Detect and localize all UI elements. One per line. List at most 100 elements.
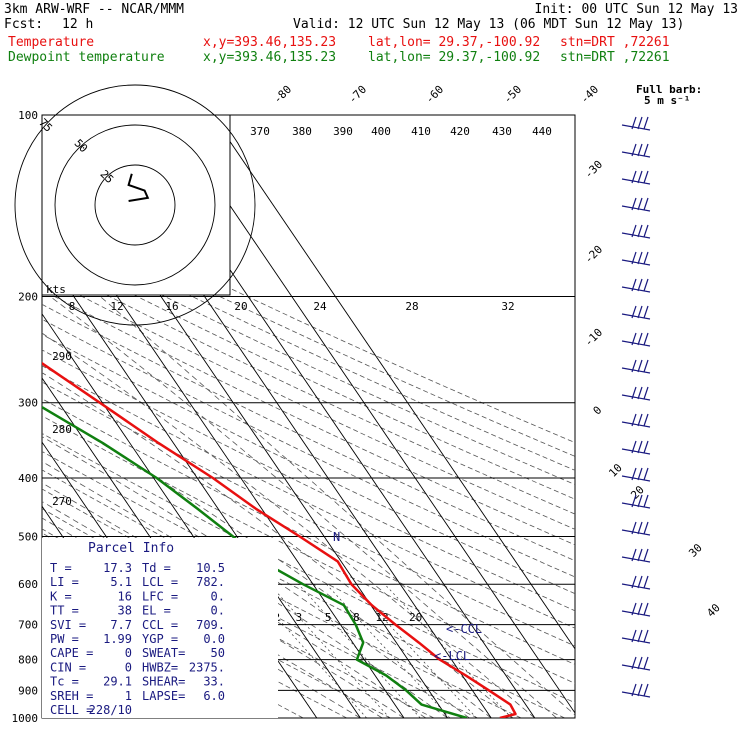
moist-adiabat [42, 532, 361, 718]
parcel-key: SWEAT= [142, 646, 185, 660]
potential-temperature-label: 280 [52, 423, 72, 436]
wind-barb-feather [637, 440, 643, 454]
wind-barbs [621, 116, 651, 698]
dry-adiabat [42, 247, 575, 500]
temperature-legend: Temperature [8, 35, 95, 50]
hodograph-speed-labels: 8 12 16 20 24 28 32 [69, 300, 515, 313]
parcel-value: 1 [125, 689, 132, 703]
dry-adiabat [42, 275, 575, 530]
wind-barb [621, 691, 651, 698]
parcel-value: 782. [196, 575, 225, 589]
wind-barb-feather [637, 656, 643, 670]
theta-e-label: 380 [292, 125, 312, 138]
isotherm-label: -60 [423, 83, 446, 106]
parcel-key: CAPE = [50, 646, 93, 660]
pressure-labels: 100 200 300 400 500 600 700 800 900 1000 [12, 109, 39, 725]
parcel-value: 16 [118, 589, 132, 603]
dry-adiabat [42, 381, 575, 647]
dewpoint-latlon: lat,lon= 29.37,-100.92 [368, 50, 541, 65]
wind-barb-feather [631, 629, 637, 643]
isotherm-label: 40 [704, 601, 723, 620]
dry-adiabat [42, 195, 575, 444]
isotherm-label: -50 [501, 83, 524, 106]
parcel-info-title: Parcel Info [88, 541, 174, 556]
dry-adiabat [42, 488, 478, 718]
isotherm [42, 248, 361, 718]
wind-barb-feather [637, 467, 643, 481]
init-time: Init: 00 UTC Sun 12 May 13 [534, 2, 739, 17]
parcel-value: 10.5 [196, 561, 225, 575]
mixing-ratio-label: 5 [325, 611, 332, 624]
wind-barb-feather [637, 575, 643, 589]
mixing-ratio-label: 20 [409, 611, 422, 624]
dewpoint-station: stn=DRT ,72261 [560, 50, 670, 65]
wind-barb-feather [643, 278, 649, 292]
isotherm-label: -30 [582, 158, 605, 181]
parcel-key: LAPSE= [142, 689, 185, 703]
pressure-label: 900 [18, 684, 38, 697]
wind-barb [621, 151, 651, 158]
wind-barb-feather [637, 332, 643, 346]
wind-barb-feather [643, 170, 649, 184]
isotherm-label: -40 [578, 83, 601, 106]
wind-barb-feather [643, 656, 649, 670]
wind-barb-feather [631, 521, 637, 535]
wind-barb-feather [643, 332, 649, 346]
wind-barb-feather [637, 494, 643, 508]
lcl-marker: <-LCL [434, 649, 470, 663]
parcel-key: Td = [142, 561, 171, 575]
parcel-value: 2375. [189, 660, 225, 674]
wind-barb-feather [637, 224, 643, 238]
parcel-value: 17.3 [103, 561, 132, 575]
pressure-label: 300 [18, 397, 38, 410]
parcel-key: CIN = [50, 660, 86, 674]
parcel-value: 228/10 [89, 703, 132, 717]
wind-barb-feather [637, 602, 643, 616]
isotherm [211, 115, 575, 650]
wind-barb-feather [631, 359, 637, 373]
potential-temperature-label: 270 [52, 495, 72, 508]
wind-barb-feather [643, 548, 649, 562]
parcel-value: 5.1 [110, 575, 132, 589]
dry-adiabat [42, 289, 575, 546]
wind-barb-feather [643, 305, 649, 319]
isotherm-label: 20 [628, 483, 647, 502]
dewpoint-xy: x,y=393.46,135.23 [203, 50, 337, 65]
dry-adiabat [42, 469, 522, 718]
forecast-label: Fcst: [4, 17, 44, 32]
north-marker: N [333, 530, 340, 544]
wind-barb [621, 664, 651, 671]
wind-barb-feather [643, 467, 649, 481]
wind-barb-feather [643, 251, 649, 265]
wind-barb-feather [643, 197, 649, 211]
wind-barb-feather [631, 602, 637, 616]
wind-barb-feather [631, 413, 637, 427]
pressure-label: 600 [18, 578, 38, 591]
parcel-key: HWBZ= [142, 660, 178, 674]
wind-barb-feather [637, 251, 643, 265]
parcel-key: CELL = [50, 703, 93, 717]
wind-barb [621, 529, 651, 536]
pressure-label: 200 [18, 291, 38, 304]
theta-e-label: 390 [333, 125, 353, 138]
wind-barb [621, 313, 651, 320]
barb-legend-title: Full barb: [636, 83, 702, 96]
parcel-key: TT = [50, 604, 79, 618]
wind-barb-feather [631, 143, 637, 157]
wind-barb [621, 205, 651, 212]
isotherm [0, 115, 12, 718]
mixing-ratio-label: 12 [375, 611, 388, 624]
pressure-label: 800 [18, 654, 38, 667]
temperature-station: stn=DRT ,72261 [560, 35, 670, 50]
parcel-info-background [42, 538, 278, 718]
hodograph-speed-label: 8 [69, 300, 76, 313]
parcel-info-box: Parcel Info T = 17.3 Td = 10.5 LI = 5.1 LCL = 7… [42, 538, 278, 718]
hodograph-speed-label: 28 [405, 300, 418, 313]
parcel-key: EL = [142, 604, 171, 618]
wind-barb-feather [637, 629, 643, 643]
wind-barb [621, 637, 651, 644]
wind-barb-feather [637, 116, 643, 130]
wind-barb-feather [631, 170, 637, 184]
hodograph-speed-label: 20 [234, 300, 247, 313]
